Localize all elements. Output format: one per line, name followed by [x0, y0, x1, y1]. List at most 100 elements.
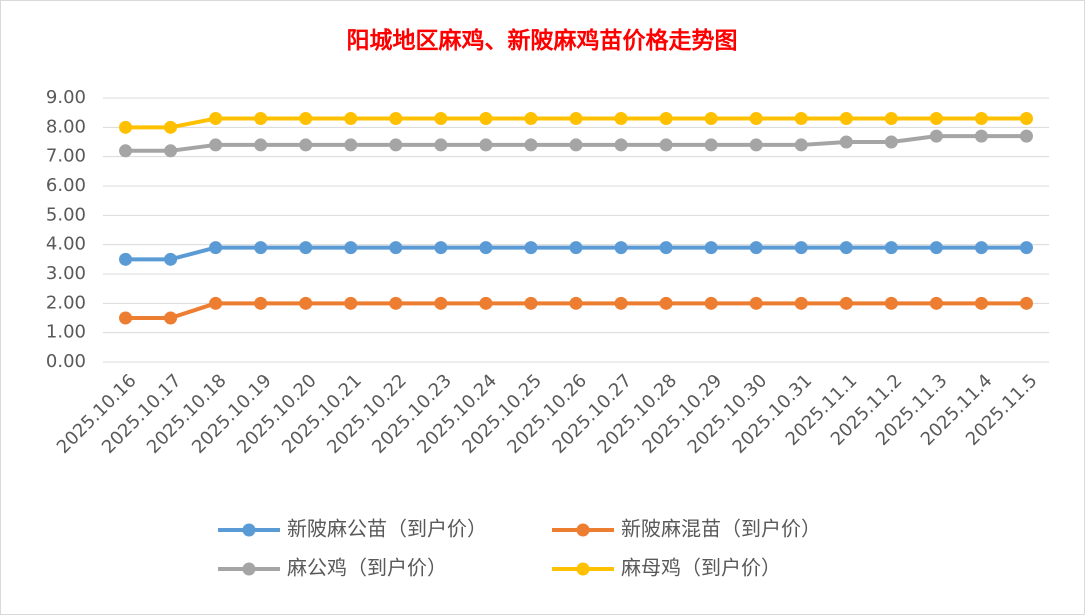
- y-tick-label: 0.00: [46, 351, 86, 372]
- data-point: [929, 241, 943, 255]
- data-point: [209, 241, 223, 255]
- data-point: [254, 112, 268, 126]
- data-point: [434, 241, 448, 255]
- data-point: [479, 112, 493, 126]
- data-point: [299, 138, 313, 152]
- data-point: [299, 241, 313, 255]
- data-point: [704, 241, 718, 255]
- data-point: [164, 252, 178, 266]
- chart-title: 阳城地区麻鸡、新陂麻鸡苗价格走势图: [347, 27, 738, 54]
- data-point: [254, 138, 268, 152]
- data-point: [839, 241, 853, 255]
- data-point: [389, 138, 403, 152]
- data-point: [299, 112, 313, 126]
- data-point: [614, 138, 628, 152]
- legend-marker: [576, 523, 590, 537]
- data-point: [974, 296, 988, 310]
- data-point: [524, 296, 538, 310]
- data-point: [974, 241, 988, 255]
- legend-label: 麻公鸡（到户价）: [287, 556, 447, 580]
- data-point: [794, 296, 808, 310]
- data-point: [254, 241, 268, 255]
- data-point: [614, 296, 628, 310]
- data-point: [524, 138, 538, 152]
- data-point: [659, 138, 673, 152]
- data-point: [974, 129, 988, 143]
- y-tick-label: 8.00: [46, 116, 86, 137]
- data-point: [884, 112, 898, 126]
- data-point: [164, 120, 178, 134]
- data-point: [794, 112, 808, 126]
- y-tick-label: 2.00: [46, 292, 86, 313]
- data-point: [389, 296, 403, 310]
- data-point: [389, 112, 403, 126]
- data-point: [749, 112, 763, 126]
- data-point: [524, 241, 538, 255]
- legend-label: 新陂麻混苗（到户价）: [621, 517, 821, 541]
- legend-marker: [576, 562, 590, 576]
- data-point: [344, 138, 358, 152]
- data-point: [929, 129, 943, 143]
- data-point: [209, 296, 223, 310]
- data-point: [749, 138, 763, 152]
- data-point: [389, 241, 403, 255]
- data-point: [479, 241, 493, 255]
- y-tick-label: 1.00: [46, 322, 86, 343]
- legend-label: 新陂麻公苗（到户价）: [287, 517, 487, 541]
- data-point: [614, 241, 628, 255]
- data-point: [614, 112, 628, 126]
- data-point: [704, 138, 718, 152]
- data-point: [929, 296, 943, 310]
- data-point: [164, 144, 178, 158]
- y-tick-label: 5.00: [46, 204, 86, 225]
- data-point: [254, 296, 268, 310]
- y-tick-label: 7.00: [46, 146, 86, 167]
- data-point: [569, 241, 583, 255]
- data-point: [479, 138, 493, 152]
- data-point: [974, 112, 988, 126]
- data-point: [1019, 112, 1033, 126]
- data-point: [164, 311, 178, 325]
- y-tick-label: 3.00: [46, 263, 86, 284]
- data-point: [299, 296, 313, 310]
- data-point: [749, 296, 763, 310]
- data-point: [119, 144, 133, 158]
- data-point: [569, 296, 583, 310]
- data-point: [659, 112, 673, 126]
- data-point: [119, 120, 133, 134]
- data-point: [344, 296, 358, 310]
- data-point: [344, 241, 358, 255]
- data-point: [1019, 129, 1033, 143]
- data-point: [704, 112, 718, 126]
- y-tick-label: 4.00: [46, 234, 86, 255]
- data-point: [704, 296, 718, 310]
- data-point: [659, 241, 673, 255]
- data-point: [794, 138, 808, 152]
- data-point: [209, 112, 223, 126]
- data-point: [524, 112, 538, 126]
- data-point: [1019, 241, 1033, 255]
- data-point: [794, 241, 808, 255]
- data-point: [119, 311, 133, 325]
- data-point: [749, 241, 763, 255]
- data-point: [1019, 296, 1033, 310]
- data-point: [884, 241, 898, 255]
- y-tick-label: 9.00: [46, 87, 86, 108]
- data-point: [434, 138, 448, 152]
- data-point: [344, 112, 358, 126]
- data-point: [839, 296, 853, 310]
- data-point: [434, 296, 448, 310]
- data-point: [659, 296, 673, 310]
- data-point: [839, 135, 853, 149]
- data-point: [884, 296, 898, 310]
- data-point: [479, 296, 493, 310]
- data-point: [929, 112, 943, 126]
- data-point: [884, 135, 898, 149]
- data-point: [434, 112, 448, 126]
- y-tick-label: 6.00: [46, 175, 86, 196]
- data-point: [569, 112, 583, 126]
- data-point: [209, 138, 223, 152]
- legend-marker: [242, 523, 256, 537]
